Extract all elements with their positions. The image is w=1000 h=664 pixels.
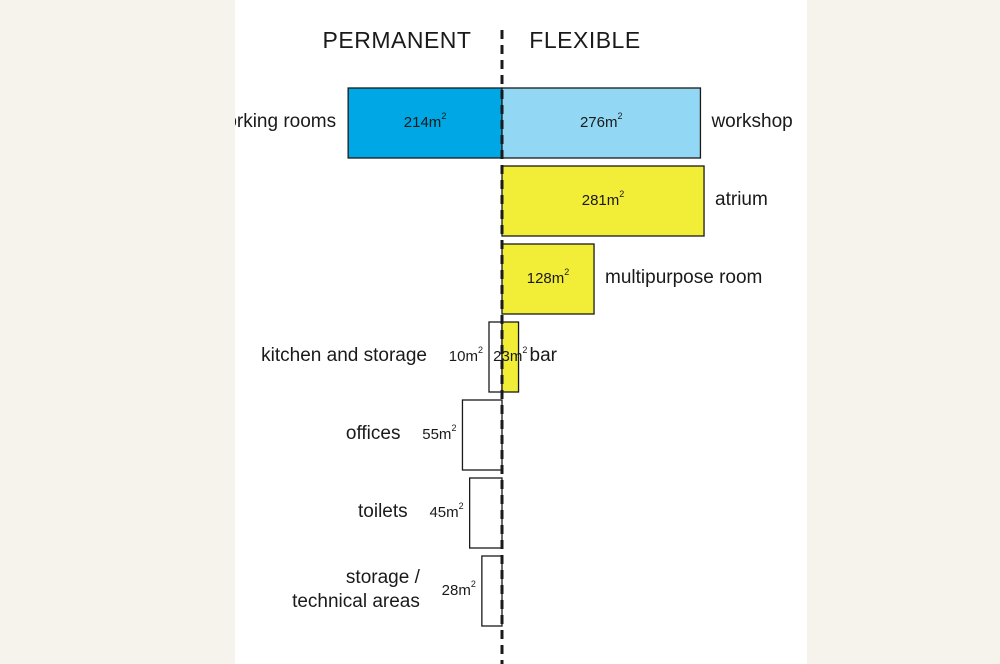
value-multipurpose-room: 128m2 (527, 267, 570, 287)
bar-toilets (468, 477, 503, 549)
chart-canvas: PERMANENT FLEXIBLE 214m2 working rooms 276… (235, 0, 807, 664)
header-flexible: FLEXIBLE (529, 27, 640, 53)
area-comparison-chart: PERMANENT FLEXIBLE 214m2 working rooms 276… (235, 27, 793, 664)
bar-offices (461, 399, 503, 471)
value-bar: 23m2 (493, 345, 527, 365)
value-kitchen-and-storage: 10m2 (449, 345, 483, 365)
value-storage-technical-areas: 28m2 (442, 579, 476, 599)
label-workshop: workshop (710, 111, 792, 132)
bar-storage-technical-areas (481, 555, 503, 627)
bar-multipurpose-room (501, 243, 595, 315)
label-multipurpose-room: multipurpose room (605, 267, 762, 288)
label-bar: bar (530, 345, 558, 366)
value-workshop: 276m2 (580, 111, 623, 131)
value-toilets: 45m2 (429, 501, 463, 521)
label-offices: offices (346, 423, 401, 444)
header-permanent: PERMANENT (323, 27, 472, 53)
bar-bar (501, 321, 520, 393)
label-atrium: atrium (715, 189, 768, 210)
value-working-rooms: 214m2 (404, 111, 447, 131)
bar-workshop (501, 87, 702, 159)
label-working-rooms: working rooms (235, 111, 336, 132)
label-toilets: toilets (358, 501, 408, 522)
value-atrium: 281m2 (582, 189, 625, 209)
label-kitchen-and-storage: kitchen and storage (261, 345, 427, 366)
bar-atrium (501, 165, 705, 237)
label-storage-technical-areas: storage / technical areas (292, 567, 421, 612)
value-offices: 55m2 (422, 423, 456, 443)
bar-working-rooms (347, 87, 503, 159)
